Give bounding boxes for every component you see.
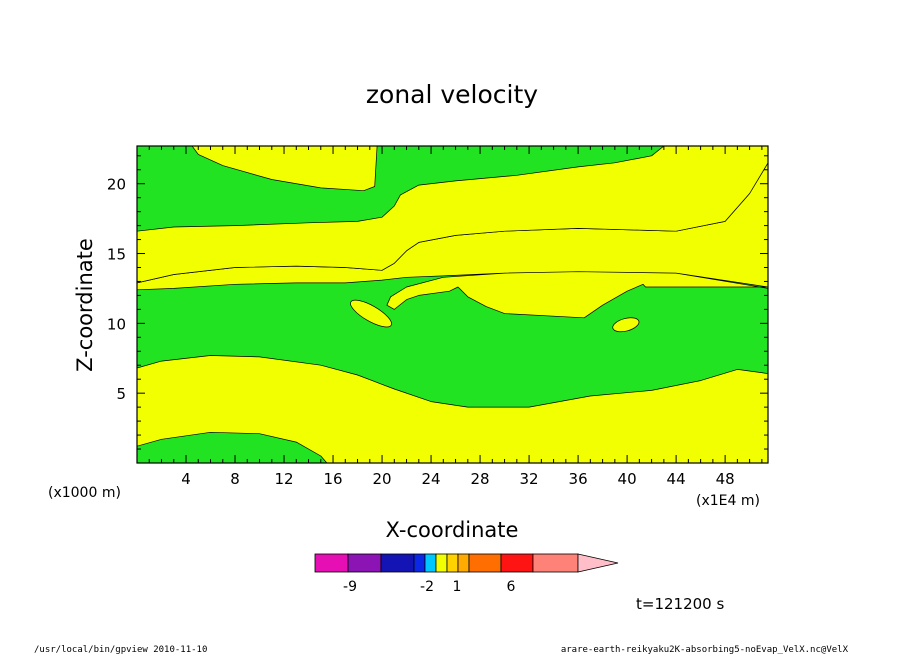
y-tick-label: 15	[107, 246, 126, 264]
x-tick-label: 44	[667, 470, 686, 488]
contour-islands	[350, 299, 640, 333]
y-tick-label: 10	[107, 315, 126, 333]
x-tick-label: 12	[274, 470, 293, 488]
colorbar-segment	[424, 553, 437, 573]
y-scale-label: (x1000 m)	[48, 485, 121, 501]
colorbar-segment	[532, 553, 579, 573]
y-tick-label: 20	[107, 176, 126, 194]
colorbar-labels: -9 -2 1 6	[343, 579, 516, 595]
contour-island-2	[612, 317, 640, 333]
colorbar-tick-label: -9	[343, 579, 357, 595]
colorbar-segment	[413, 553, 426, 573]
colorbar-segment	[435, 553, 448, 573]
x-tick-label: 24	[422, 470, 441, 488]
colorbar-segment	[380, 553, 415, 573]
contour-island-1	[350, 299, 392, 328]
colorbar-tick-label: 1	[453, 579, 462, 595]
x-tick-label: 48	[716, 470, 735, 488]
x-tick-label: 28	[471, 470, 490, 488]
colorbar-tick-label: -2	[420, 579, 434, 595]
colorbar-segment	[500, 553, 534, 573]
colorbar-segment	[468, 553, 502, 573]
x-scale-label: (x1E4 m)	[696, 493, 760, 509]
colorbar-segment	[347, 553, 382, 573]
footer-left: /usr/local/bin/gpview 2010-11-10	[34, 645, 207, 654]
contour-region-yellow-upper-left	[137, 146, 768, 284]
colorbar-overflow-arrow	[577, 553, 619, 573]
colorbar-segment	[457, 553, 470, 573]
contour-region-yellow-top-band	[191, 146, 378, 192]
x-tick-label: 4	[181, 470, 191, 488]
colorbar-segment	[314, 553, 349, 573]
plot-frame	[136, 145, 769, 464]
footer-right: arare-earth-reikyaku2K-absorbing5-noEvap…	[561, 645, 849, 654]
x-tick-label: 16	[323, 470, 342, 488]
contour-region-yellow-lower	[137, 355, 768, 463]
colorbar-tick-label: 6	[507, 579, 516, 595]
contour-regions	[137, 146, 768, 463]
x-tick-label: 40	[618, 470, 637, 488]
x-tick-label: 8	[230, 470, 240, 488]
chart-title: zonal velocity	[366, 80, 538, 109]
x-tick-label: 20	[373, 470, 392, 488]
y-tick-label: 5	[116, 385, 126, 403]
x-tick-label: 32	[520, 470, 539, 488]
colorbar	[314, 553, 619, 573]
x-axis-ticks: 4 8 12 16 20 24 28 32 36 40 44 48	[136, 146, 763, 488]
x-axis-label: X-coordinate	[386, 518, 519, 542]
y-axis-ticks: 5 10 15 20	[107, 155, 768, 464]
y-axis-label: Z-coordinate	[73, 238, 97, 372]
time-label: t=121200 s	[636, 595, 724, 613]
colorbar-segment	[446, 553, 459, 573]
x-tick-label: 36	[569, 470, 588, 488]
